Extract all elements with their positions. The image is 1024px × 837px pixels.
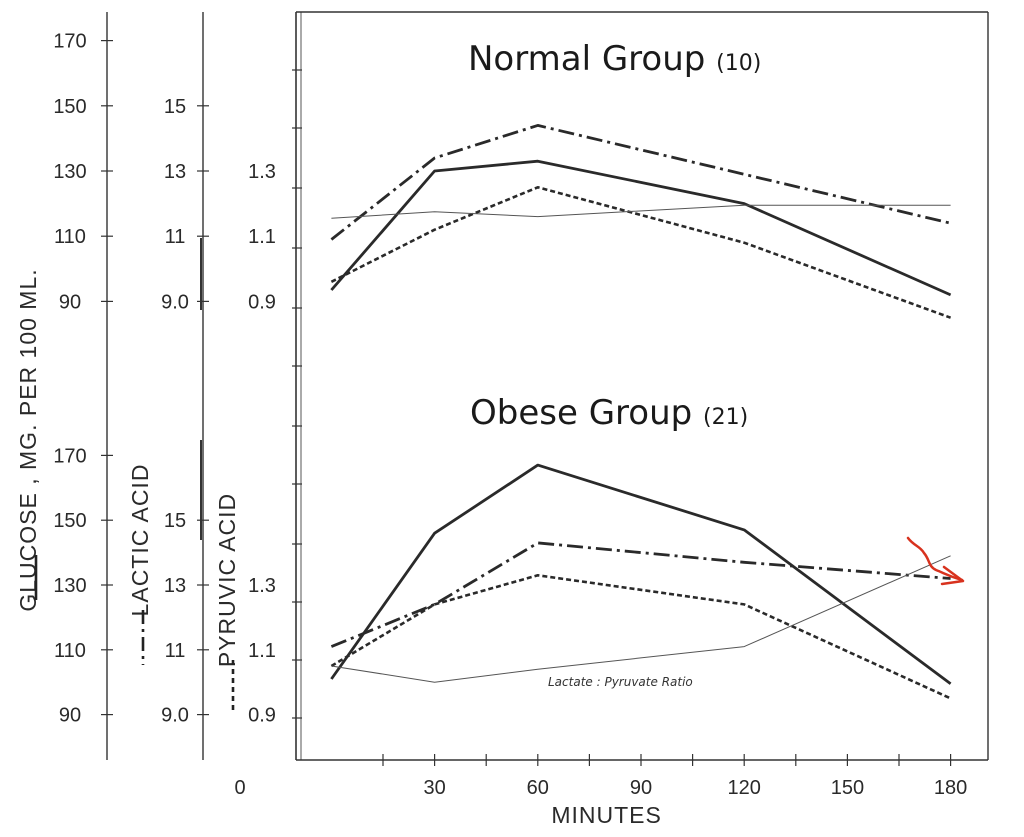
glucose-tick-label: 110 [54,640,86,662]
lactic-tick-label: 9.0 [161,291,189,313]
x-tick-label: 60 [527,777,549,799]
pyruvic-tick-label: 0.9 [248,291,276,313]
glucose-tick-label: 90 [59,291,81,313]
red-arrowhead-icon [940,565,965,586]
lactic-tick-label: 11 [165,640,186,662]
panel-count: (21) [703,405,748,430]
pyruvic-axis-title: PYRUVIC ACID [214,493,240,667]
x-tick-label: 30 [423,777,445,799]
lactic-tick-label: 15 [164,96,186,118]
x-tick-label: 150 [831,777,864,799]
glucose-tick-label: 150 [53,96,86,118]
glucose-tick-label: 130 [53,575,86,597]
lactic-tick-label: 11 [165,226,186,248]
panel-titles: Normal Group (10) Obese Group (21) Lactate… [468,39,761,689]
glucose-tick-label: 130 [53,161,86,183]
glucose-tick-label: 110 [54,226,86,248]
series-line-ratio [331,204,951,219]
glucose-axis-title: GLUCOSE , MG. PER 100 ML. [15,268,41,611]
panel-count: (10) [716,51,761,76]
lactic-tick-label: 9.0 [161,705,189,727]
x-tick-label: 90 [630,777,652,799]
plot-frame [292,11,989,761]
glucose-tick-label: 170 [53,31,86,53]
glucose-tick-label: 150 [53,510,86,532]
glucose-tick-label: 170 [53,445,86,467]
pyruvic-tick-label: 1.3 [248,161,276,183]
series-line-ratio [331,555,951,683]
panel-title: Obese Group (21) [470,393,748,433]
series-line-lactic [330,124,951,241]
panel-title: Normal Group (10) [468,39,761,79]
x-tick-label: 120 [728,777,761,799]
lactic-tick-label: 13 [164,161,186,183]
series-line-glucose [330,463,952,685]
series-line-glucose [330,159,952,297]
series-line-pyruvic [330,186,952,319]
pyruvic-tick-label: 1.1 [248,640,276,662]
x-axis: 0 30 60 90 120 150 180 MINUTES [234,754,967,828]
series-line-pyruvic [330,573,952,700]
ratio-annotation: Lactate : Pyruvate Ratio [548,675,693,689]
y-axes: 90 110 130 150 170 90 110 130 150 170 9.0 11 13 15 9.0… [15,12,276,760]
red-arrow-icon [906,536,964,582]
glucose-tick-label: 90 [59,705,81,727]
pyruvic-tick-label: 1.3 [248,575,276,597]
x-axis-title: MINUTES [551,802,662,828]
lactic-axis-title: LACTIC ACID [127,464,153,617]
lactic-tick-label: 15 [164,510,186,532]
series-line-lactic [330,541,951,648]
lactic-tick-label: 13 [164,575,186,597]
pyruvic-tick-label: 1.1 [248,226,276,248]
x-tick-label: 180 [934,777,967,799]
x-tick-label: 0 [234,777,245,799]
series-lines [330,124,952,700]
pyruvic-tick-label: 0.9 [248,705,276,727]
